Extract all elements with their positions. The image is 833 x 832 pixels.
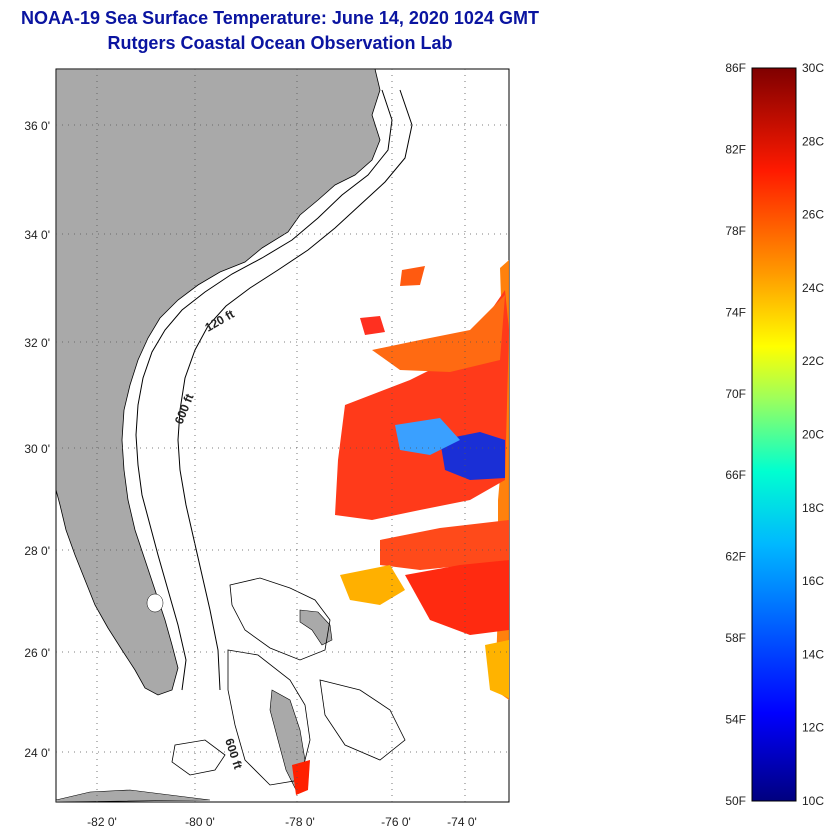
- colorbar-fahrenheit-label: 86F: [725, 61, 746, 75]
- colorbar-celsius-label: 16C: [802, 574, 824, 588]
- colorbar-fahrenheit-label: 62F: [725, 550, 746, 564]
- contour-120ft: [135, 89, 393, 691]
- lat-label: 26 0': [24, 646, 50, 660]
- contour-600ft: [177, 89, 413, 691]
- lon-label: -82 0': [87, 815, 117, 829]
- lat-label: 34 0': [24, 228, 50, 242]
- sst-swath: [292, 260, 509, 795]
- colorbar-fahrenheit-label: 74F: [725, 305, 746, 319]
- colorbar-celsius-label: 10C: [802, 794, 824, 808]
- colorbar-fahrenheit-label: 50F: [725, 794, 746, 808]
- land-mainland: [55, 68, 381, 696]
- colorbar-celsius-label: 22C: [802, 354, 824, 368]
- lake-okeechobee: [146, 593, 164, 613]
- lat-label: 28 0': [24, 544, 50, 558]
- colorbar-fahrenheit-label: 66F: [725, 468, 746, 482]
- colorbar-celsius-label: 28C: [802, 134, 824, 148]
- colorbar-gradient: [751, 67, 797, 802]
- colorbar-fahrenheit-label: 78F: [725, 224, 746, 238]
- lat-label: 24 0': [24, 746, 50, 760]
- lon-label: -74 0': [447, 815, 477, 829]
- lon-grid: [96, 69, 466, 802]
- colorbar-celsius-label: 18C: [802, 501, 824, 515]
- lon-label: -78 0': [285, 815, 315, 829]
- lon-label: -80 0': [185, 815, 215, 829]
- colorbar-celsius-label: 26C: [802, 208, 824, 222]
- sst-map: 120 ft 600 ft 600 ft 36 0' 34 0' 32 0' 3…: [24, 68, 510, 829]
- map-title: NOAA-19 Sea Surface Temperature: June 14…: [21, 8, 539, 28]
- lon-label: -76 0': [381, 815, 411, 829]
- lat-label: 30 0': [24, 442, 50, 456]
- colorbar-celsius-label: 24C: [802, 281, 824, 295]
- colorbar-celsius-label: 14C: [802, 647, 824, 661]
- colorbar-fahrenheit-label: 70F: [725, 387, 746, 401]
- lat-label: 32 0': [24, 336, 50, 350]
- temperature-colorbar: 86F 82F 78F 74F 70F 66F 62F 58F 54F 50F 30C 28C 26C 2…: [725, 61, 824, 808]
- colorbar-fahrenheit-label: 82F: [725, 142, 746, 156]
- land-cuba: [55, 789, 211, 803]
- colorbar-celsius-label: 12C: [802, 721, 824, 735]
- lat-label: 36 0': [24, 119, 50, 133]
- land-bahamas-north: [299, 609, 333, 646]
- map-subtitle: Rutgers Coastal Ocean Observation Lab: [107, 33, 453, 53]
- colorbar-fahrenheit-label: 58F: [725, 631, 746, 645]
- colorbar-celsius-label: 30C: [802, 61, 824, 75]
- colorbar-fahrenheit-label: 54F: [725, 713, 746, 727]
- colorbar-celsius-label: 20C: [802, 428, 824, 442]
